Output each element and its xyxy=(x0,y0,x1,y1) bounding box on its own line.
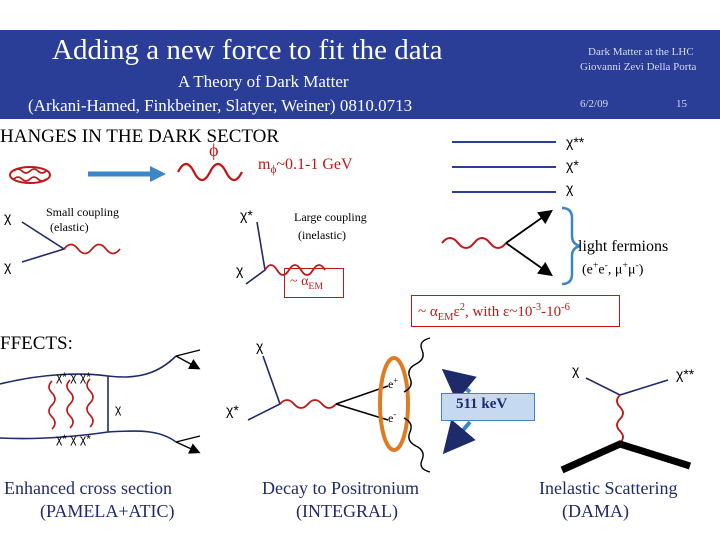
inelastic-caption-source: (DAMA) xyxy=(562,501,629,521)
level-label-chi-double-star: χ** xyxy=(566,134,585,150)
positronium-ellipse xyxy=(378,356,410,452)
positron-label: e+ xyxy=(388,376,399,391)
large-coupling-lines xyxy=(245,221,266,285)
transition-arrow-head xyxy=(150,166,166,182)
enhanced-label-mid: χ xyxy=(115,402,122,416)
slide-authors: (Arkani-Hamed, Finkbeiner, Slatyer, Wein… xyxy=(28,96,413,115)
inelastic-chi-lines xyxy=(585,377,669,396)
energy-arrow-up xyxy=(441,368,477,402)
decay-caption-source: (INTEGRAL) xyxy=(296,501,398,521)
effects-heading: FFECTS: xyxy=(0,333,73,354)
decay-wave xyxy=(279,399,337,409)
decay-chi-top: χ xyxy=(256,338,264,354)
decay-chi-left: χ* xyxy=(226,402,239,418)
enhanced-caption-source: (PAMELA+ATIC) xyxy=(40,501,175,521)
fermion-line-top xyxy=(505,209,553,244)
phi-wave xyxy=(177,162,243,182)
alpha-em-label: ~ αEM xyxy=(290,274,324,292)
large-coupling-chi-top: χ* xyxy=(240,207,253,223)
large-coupling-chi-bottom: χ xyxy=(236,262,244,278)
small-coupling-chi-top: χ xyxy=(4,209,12,225)
header-date: 6/2/09 xyxy=(580,98,609,110)
coil-icon xyxy=(9,166,51,184)
small-coupling-label: Small coupling xyxy=(46,205,119,219)
enhanced-out-top xyxy=(175,349,200,368)
level-label-chi-star: χ* xyxy=(566,157,579,173)
enhanced-out-bottom xyxy=(175,435,200,452)
fermion-bracket xyxy=(561,206,581,286)
header-speaker: Giovanni Zevi Della Porta xyxy=(580,61,697,73)
light-fermions-label: light fermions xyxy=(578,238,669,255)
small-coupling-chi-bottom: χ xyxy=(4,258,12,274)
decay-caption: Decay to Positronium xyxy=(262,478,419,498)
epsilon-box xyxy=(411,295,620,327)
enhanced-labels-bottom: χ* χ χ* xyxy=(56,432,91,446)
energy-box xyxy=(441,393,535,421)
enhanced-line-bottom xyxy=(0,430,177,443)
light-fermions-list: (e+e-, μ+μ-) xyxy=(582,260,644,278)
level-label-chi: χ xyxy=(566,180,574,196)
enhanced-ladder-waves xyxy=(48,378,94,430)
decay-chi-lines xyxy=(247,355,281,421)
mediator-mass-label: mϕ~0.1-1 GeV xyxy=(258,156,353,177)
small-coupling-sublabel: (elastic) xyxy=(50,220,89,234)
inelastic-caption: Inelastic Scattering xyxy=(539,478,678,498)
nucleus-lines xyxy=(560,440,692,474)
inelastic-wave xyxy=(616,394,624,444)
inelastic-chi-right: χ** xyxy=(676,366,695,382)
changes-heading: HANGES IN THE DARK SECTOR xyxy=(0,126,280,147)
enhanced-line-top xyxy=(0,355,177,385)
enhanced-caption: Enhanced cross section xyxy=(4,478,172,498)
slide-subtitle: A Theory of Dark Matter xyxy=(178,72,349,91)
alpha-em-box xyxy=(284,268,344,298)
epsilon-label: ~ αEMε2, with ε~10-3-10-6 xyxy=(418,302,570,323)
photon-line-bottom xyxy=(403,417,431,473)
header-talk-title: Dark Matter at the LHC xyxy=(588,46,694,58)
phi-label: ϕ xyxy=(209,140,219,160)
fermion-line-bottom xyxy=(505,242,553,277)
photon-line-top xyxy=(403,337,431,393)
large-coupling-sublabel: (inelastic) xyxy=(298,228,346,242)
energy-label: 511 keV xyxy=(456,396,508,412)
large-coupling-label: Large coupling xyxy=(294,210,367,224)
slide-title: Adding a new force to fit the data xyxy=(52,34,443,66)
title-banner xyxy=(0,30,720,119)
energy-arrow-down xyxy=(442,419,476,455)
header-page-number: 15 xyxy=(676,98,687,110)
enhanced-labels-top: χ* χ χ* xyxy=(56,370,91,384)
electron-label: e- xyxy=(388,410,397,425)
small-coupling-wave xyxy=(63,243,121,255)
fermion-vertex-wave xyxy=(441,237,507,249)
inelastic-chi-left: χ xyxy=(572,362,580,378)
